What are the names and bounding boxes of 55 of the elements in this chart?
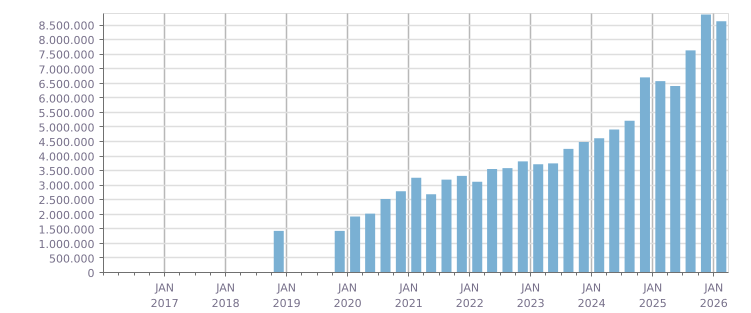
bar bbox=[563, 148, 574, 272]
y-tick-label: 3.500.000 bbox=[38, 165, 94, 178]
bar bbox=[533, 164, 544, 272]
x-tick-label: JAN 2023 bbox=[516, 282, 545, 310]
x-tick-label: JAN 2019 bbox=[272, 282, 301, 310]
y-tick-label: 6.500.000 bbox=[38, 78, 94, 91]
x-tick-label: JAN 2017 bbox=[150, 282, 179, 310]
bar bbox=[396, 191, 406, 272]
x-tick-label: JAN 2020 bbox=[334, 282, 362, 310]
bar bbox=[686, 50, 696, 272]
x-tick-label: JAN 2024 bbox=[578, 282, 606, 310]
bar bbox=[441, 180, 452, 272]
y-tick-label: 7.000.000 bbox=[38, 63, 94, 76]
bar bbox=[487, 169, 498, 272]
bar bbox=[670, 86, 680, 272]
y-tick-label: 0 bbox=[88, 267, 94, 280]
y-tick-label: 4.500.000 bbox=[38, 136, 94, 150]
bar bbox=[700, 14, 711, 272]
y-tick-label: 3.000.000 bbox=[38, 180, 94, 193]
bar bbox=[380, 199, 391, 272]
bar bbox=[716, 21, 726, 272]
bar bbox=[350, 216, 360, 272]
bar bbox=[518, 161, 528, 272]
bar bbox=[334, 230, 345, 272]
bar bbox=[594, 138, 604, 272]
bar bbox=[456, 176, 467, 272]
y-tick-label: 5.500.000 bbox=[38, 106, 94, 120]
bar bbox=[640, 77, 650, 272]
y-tick-label: 500.000 bbox=[49, 252, 95, 266]
y-tick-label: 6.000.000 bbox=[38, 92, 94, 106]
bar bbox=[365, 214, 376, 272]
y-tick-label: 1.000.000 bbox=[38, 238, 94, 251]
bar bbox=[609, 129, 620, 272]
bar bbox=[548, 163, 558, 272]
y-tick-label: 2.000.000 bbox=[38, 208, 94, 222]
bar bbox=[624, 120, 635, 272]
bar bbox=[411, 178, 422, 272]
bar bbox=[472, 182, 482, 272]
y-tick-label: 2.500.000 bbox=[38, 194, 94, 208]
y-tick-label: 8.500.000 bbox=[38, 20, 94, 33]
y-tick-label: 4.000.000 bbox=[38, 150, 94, 164]
y-tick-label: 7.500.000 bbox=[38, 48, 94, 62]
y-tick-label: 8.000.000 bbox=[38, 34, 94, 48]
bar bbox=[655, 81, 666, 272]
x-tick-label: JAN 2022 bbox=[456, 282, 484, 310]
x-tick-label: JAN 2026 bbox=[700, 282, 728, 310]
x-tick-label: JAN 2018 bbox=[212, 282, 240, 310]
y-tick-label: 1.500.000 bbox=[38, 223, 94, 236]
bar bbox=[578, 142, 589, 272]
bar bbox=[426, 194, 436, 272]
x-tick-label: JAN 2025 bbox=[638, 282, 667, 310]
bar bbox=[274, 230, 284, 272]
y-tick-label: 5.000.000 bbox=[38, 121, 94, 134]
bar bbox=[502, 168, 512, 272]
x-tick-label: JAN 2021 bbox=[394, 282, 423, 310]
